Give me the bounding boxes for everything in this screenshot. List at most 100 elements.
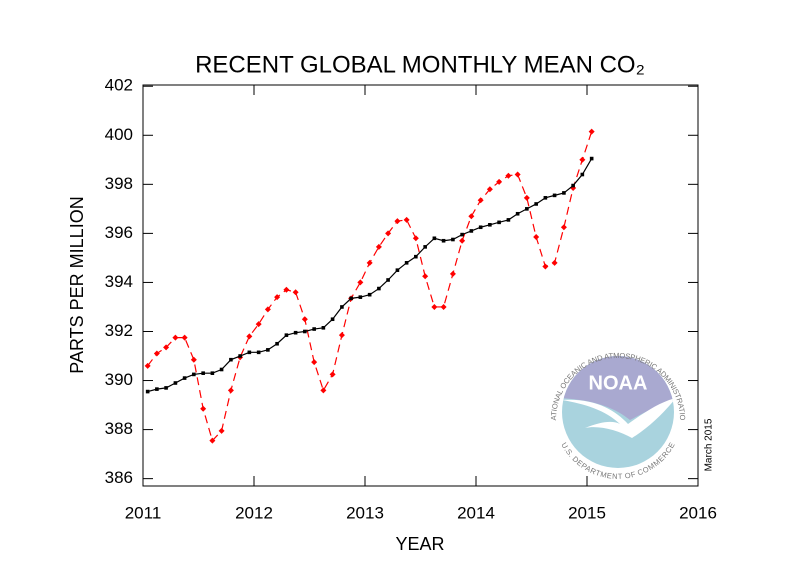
point: [497, 220, 501, 225]
point: [542, 263, 549, 270]
point: [301, 316, 308, 323]
point: [449, 270, 456, 277]
point: [357, 279, 364, 286]
point: [440, 303, 447, 310]
x-axis-label: YEAR: [395, 534, 444, 554]
logo-sky: [562, 356, 674, 420]
point: [247, 350, 252, 355]
point: [246, 333, 253, 340]
point: [209, 437, 216, 444]
point: [423, 245, 427, 249]
y-tick-label: 394: [105, 272, 133, 291]
point: [349, 296, 353, 301]
point: [375, 243, 382, 250]
x-tick-label: 2014: [457, 503, 495, 522]
point: [210, 371, 215, 375]
point: [145, 389, 150, 394]
point: [330, 317, 335, 322]
y-tick-label: 402: [105, 76, 133, 95]
date-annotation: March 2015: [704, 418, 715, 471]
point: [404, 261, 409, 265]
point: [164, 386, 168, 390]
point: [219, 367, 224, 372]
point: [293, 330, 298, 335]
point: [506, 218, 511, 222]
point: [477, 197, 484, 204]
point: [172, 334, 179, 341]
point: [478, 225, 483, 230]
point: [218, 427, 225, 434]
point: [256, 350, 261, 355]
point: [432, 236, 437, 241]
point: [395, 268, 400, 272]
point: [488, 222, 492, 227]
point: [412, 235, 419, 242]
point: [579, 156, 586, 163]
point: [551, 259, 558, 266]
point: [505, 172, 512, 179]
point: [190, 356, 197, 363]
point: [283, 286, 290, 293]
logo-bird: [562, 398, 674, 438]
point: [560, 224, 567, 231]
point: [284, 333, 289, 337]
y-tick-label: 398: [105, 174, 133, 193]
logo-text: NOAA: [589, 372, 648, 394]
point: [496, 178, 503, 185]
point: [358, 295, 363, 299]
chart-title: RECENT GLOBAL MONTHLY MEAN CO₂: [195, 51, 645, 78]
point: [580, 172, 585, 177]
point: [515, 211, 520, 216]
point: [266, 348, 270, 352]
point: [366, 259, 373, 266]
point: [200, 405, 207, 412]
y-tick-label: 390: [105, 370, 133, 389]
point: [377, 286, 381, 291]
point: [441, 238, 446, 243]
point: [311, 359, 318, 366]
point: [394, 218, 401, 225]
point: [312, 327, 316, 331]
point: [543, 196, 548, 200]
x-tick-label: 2015: [568, 503, 606, 522]
y-axis-label: PARTS PER MILLION: [67, 196, 87, 373]
y-tick-label: 392: [105, 321, 133, 340]
point: [192, 372, 196, 377]
point: [451, 237, 455, 242]
point: [153, 350, 160, 357]
point: [201, 371, 205, 375]
point: [403, 216, 410, 223]
point: [525, 207, 529, 211]
y-tick-label: 400: [105, 125, 133, 144]
point: [571, 183, 575, 188]
point: [340, 305, 344, 309]
point: [589, 156, 594, 161]
point: [367, 292, 372, 297]
point: [486, 186, 493, 193]
point: [229, 357, 233, 362]
point: [181, 334, 188, 341]
point: [431, 303, 438, 310]
point: [329, 371, 336, 378]
point: [552, 193, 557, 198]
x-tick-label: 2012: [235, 503, 273, 522]
point: [173, 381, 178, 385]
y-tick-label: 386: [105, 468, 133, 487]
point: [321, 326, 326, 330]
point: [275, 341, 279, 346]
point: [459, 237, 466, 244]
point: [255, 321, 262, 328]
point: [534, 202, 538, 206]
point: [588, 128, 595, 135]
x-tick-label: 2013: [346, 503, 384, 522]
point: [460, 232, 464, 237]
point: [422, 273, 429, 280]
point: [274, 294, 281, 301]
x-tick-label: 2011: [125, 503, 162, 522]
point: [320, 387, 327, 394]
point: [163, 344, 170, 351]
point: [385, 230, 392, 237]
series-line: [147, 131, 593, 442]
